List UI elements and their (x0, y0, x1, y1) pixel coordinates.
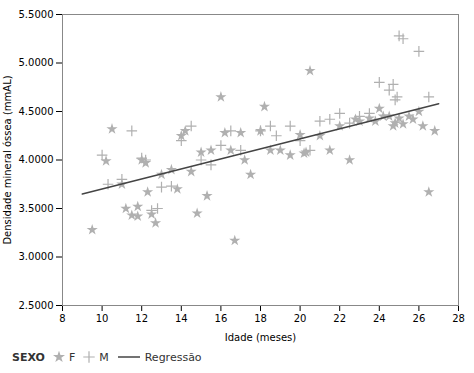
svg-text:16: 16 (215, 313, 228, 324)
html-text:F: F (68, 350, 76, 364)
svg-text:24: 24 (373, 313, 386, 324)
svg-text:12: 12 (135, 313, 148, 324)
svg-text:14: 14 (175, 313, 188, 324)
svg-text:5.0000: 5.0000 (19, 57, 54, 68)
svg-text:22: 22 (333, 313, 346, 324)
svg-text:18: 18 (254, 313, 267, 324)
html-text:SEXO: SEXO (12, 350, 45, 364)
svg-text:10: 10 (96, 313, 109, 324)
svg-text:4.5000: 4.5000 (19, 106, 54, 117)
svg-text:5.5000: 5.5000 (19, 9, 54, 20)
svg-text:20: 20 (294, 313, 307, 324)
svg-text:8: 8 (59, 313, 65, 324)
svg-text:3.5000: 3.5000 (19, 203, 54, 214)
html-text:M: M (99, 350, 109, 364)
svg-text:26: 26 (413, 313, 426, 324)
svg-text:4.0000: 4.0000 (19, 154, 54, 165)
svg-text:2.5000: 2.5000 (19, 300, 54, 311)
svg-text:3.0000: 3.0000 (19, 251, 54, 262)
html-text:Regressão: Regressão (144, 350, 202, 364)
svg-text:28: 28 (452, 313, 465, 324)
svg-text:Idade (meses): Idade (meses) (225, 332, 296, 343)
svg-text:Densidade mineral óssea (mmAL): Densidade mineral óssea (mmAL) (2, 75, 13, 244)
